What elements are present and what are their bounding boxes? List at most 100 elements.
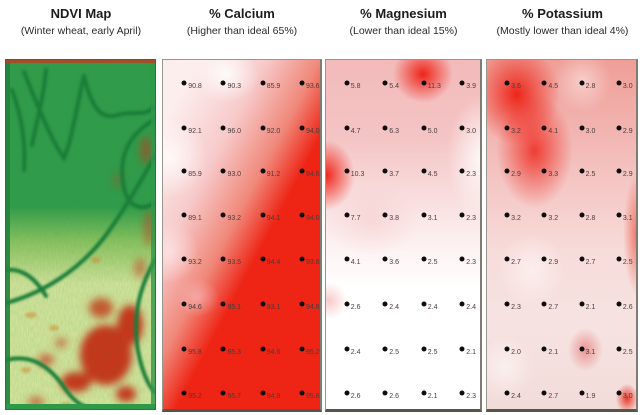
sample-value: 95.1	[227, 304, 242, 312]
sample-dot	[260, 125, 266, 131]
sample-value: 4.1	[548, 128, 559, 136]
sample-value: 2.8	[585, 82, 596, 90]
sample-dot	[344, 256, 350, 262]
sample-value: 95.8	[188, 348, 202, 356]
sample-dot	[181, 125, 187, 131]
sample-dot	[260, 390, 266, 396]
sample-value: 2.3	[511, 304, 521, 312]
sample-dot	[459, 301, 465, 307]
sample-dot	[541, 80, 547, 86]
sample-value: 93.2	[188, 258, 202, 266]
sample-dot	[382, 256, 388, 262]
sample-value: 2.1	[427, 393, 438, 401]
sample-dot	[579, 256, 585, 262]
sample-value: 3.6	[389, 258, 400, 266]
sample-value: 2.3	[466, 393, 477, 401]
potassium-map: 3.6 4.5 2.8 3.0 3.2 4.1 3.0 2.9 2.9 3.3 2.5 2.9 3.2 3…	[486, 59, 638, 412]
potassium-subtitle: (Mostly lower than ideal 4%)	[496, 24, 629, 37]
sample-dot	[459, 80, 465, 86]
sample-dot	[459, 390, 465, 396]
sample-value: 3.8	[389, 215, 400, 223]
sample-dot	[541, 256, 547, 262]
sample-dot	[382, 80, 388, 86]
ndvi-map-image	[6, 60, 155, 409]
sample-dot	[459, 346, 465, 352]
sample-value: 11.3	[427, 82, 441, 90]
sample-value: 2.5	[389, 348, 400, 356]
ndvi-subtitle: (Winter wheat, early April)	[20, 24, 142, 37]
sample-dot	[344, 168, 350, 174]
sample-value: 5.4	[389, 82, 400, 90]
sample-value: 2.3	[466, 215, 477, 223]
sample-dot	[299, 256, 305, 262]
sample-dot	[504, 80, 510, 86]
sample-dot	[382, 301, 388, 307]
sample-value: 95.7	[227, 393, 242, 401]
sample-dot	[579, 346, 585, 352]
sample-dot	[260, 256, 266, 262]
sample-dot	[616, 301, 622, 307]
sample-dot	[260, 80, 266, 86]
sample-value: 94.1	[266, 215, 281, 223]
sample-dot	[579, 125, 585, 131]
sample-value: 3.0	[622, 393, 633, 401]
sample-value: 2.9	[622, 170, 633, 178]
sample-value: 10.3	[350, 170, 365, 178]
ndvi-title: NDVI Map	[50, 6, 112, 21]
sample-dot	[220, 390, 226, 396]
calcium-map: 90.8 90.3 85.9 93.6 92.1 96.0 92.0 94.0 85.9 93.0…	[162, 59, 322, 412]
sample-dot	[579, 390, 585, 396]
sample-dot	[344, 301, 350, 307]
sample-value: 2.1	[548, 348, 559, 356]
sample-value: 92.1	[188, 128, 202, 136]
sample-value: 6.3	[389, 128, 400, 136]
sample-value: 95.6	[305, 393, 320, 401]
sample-value: 5.0	[427, 128, 438, 136]
sample-value: 2.6	[350, 393, 361, 401]
sample-dot	[299, 390, 305, 396]
sample-value: 2.6	[389, 393, 400, 401]
sample-value: 2.4	[350, 348, 361, 356]
sample-dot	[459, 125, 465, 131]
sample-dot	[616, 212, 622, 218]
sample-dot	[541, 346, 547, 352]
sample-value: 2.5	[622, 348, 633, 356]
sample-value: 85.9	[188, 170, 202, 178]
sample-dot	[459, 168, 465, 174]
sample-value: 3.1	[427, 215, 438, 223]
sample-dot	[299, 346, 305, 352]
sample-dot	[616, 256, 622, 262]
sample-dot	[541, 212, 547, 218]
sample-dot	[299, 125, 305, 131]
sample-dot	[579, 301, 585, 307]
sample-dot	[260, 168, 266, 174]
sample-dot	[181, 390, 187, 396]
sample-value: 2.3	[466, 170, 477, 178]
sample-value: 2.5	[622, 258, 633, 266]
sample-dot	[541, 390, 547, 396]
sample-dot	[616, 80, 622, 86]
calcium-title: % Calcium	[209, 6, 275, 21]
sample-value: 2.0	[511, 348, 521, 356]
sample-value: 3.0	[466, 128, 477, 136]
sample-value: 2.6	[622, 304, 633, 312]
sample-dot	[579, 212, 585, 218]
sample-value: 95.2	[305, 348, 320, 356]
sample-value: 4.7	[350, 128, 361, 136]
sample-dot	[344, 346, 350, 352]
sample-value: 95.2	[188, 393, 202, 401]
sample-dot	[541, 125, 547, 131]
sample-value: 95.3	[227, 348, 242, 356]
sample-dot	[504, 256, 510, 262]
sample-dot	[299, 168, 305, 174]
sample-value: 2.7	[585, 258, 596, 266]
sample-value: 2.7	[548, 304, 559, 312]
sample-dot	[459, 256, 465, 262]
sample-value: 2.5	[427, 258, 438, 266]
sample-value: 2.9	[548, 258, 559, 266]
calcium-header: % Calcium (Higher than ideal 65%)	[162, 5, 322, 40]
sample-value: 93.8	[305, 258, 320, 266]
sample-dot	[181, 256, 187, 262]
sample-dot	[181, 301, 187, 307]
